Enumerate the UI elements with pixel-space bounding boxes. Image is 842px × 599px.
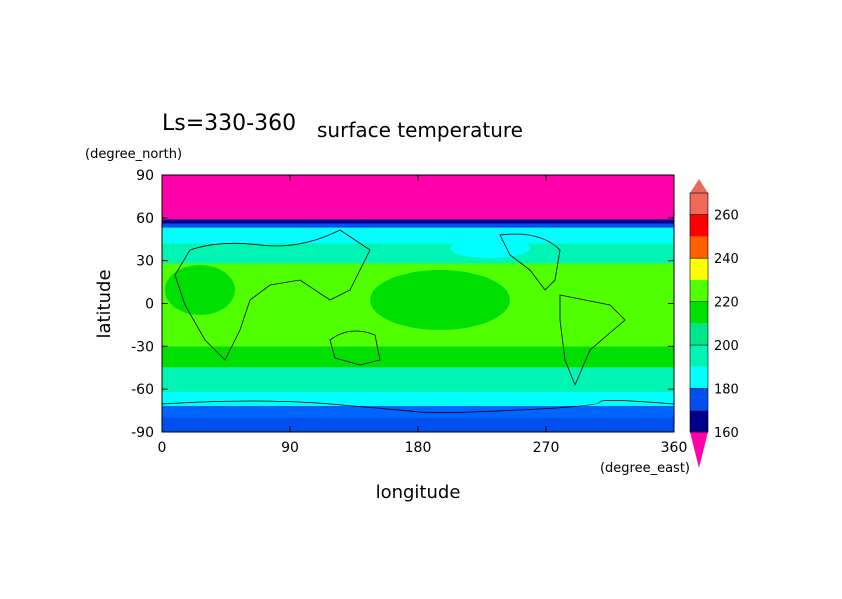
y-tick-label: 90 — [136, 168, 154, 184]
colorbar-band — [690, 258, 708, 280]
colorbar-tick-label: 160 — [714, 426, 739, 441]
x-tick-label: 180 — [405, 440, 432, 456]
field-band — [162, 227, 674, 244]
coastline — [161, 400, 675, 414]
colorbar-tick-label: 200 — [714, 339, 739, 354]
subtitle: Ls=330-360 — [162, 111, 296, 136]
y-tick-label: 30 — [136, 254, 154, 270]
colorbar-band — [690, 345, 708, 367]
colorbar-band — [690, 301, 708, 324]
colorbar-under — [690, 432, 708, 468]
field-band — [162, 175, 674, 220]
y-tick-label: -30 — [131, 339, 154, 355]
coastline — [174, 229, 371, 361]
colorbar-band — [690, 214, 708, 237]
y-tick-label: -60 — [131, 382, 154, 398]
x-tick-label: 0 — [158, 440, 167, 456]
field-patch — [450, 238, 530, 258]
x-unit: (degree_east) — [600, 461, 690, 476]
field-band — [162, 223, 674, 228]
colorbar-band — [690, 366, 708, 389]
x-axis-label: longitude — [376, 482, 461, 503]
colorbar-band — [690, 279, 708, 302]
y-unit: (degree_north) — [85, 147, 182, 162]
field-band — [162, 243, 674, 264]
x-tick-label: 90 — [281, 440, 299, 456]
field-band — [162, 219, 674, 224]
colorbar-band — [690, 193, 708, 215]
colorbar-over — [690, 179, 708, 193]
colorbar-tick-label: 180 — [714, 383, 739, 398]
x-tick-label: 360 — [661, 440, 688, 456]
colorbar-band — [690, 410, 708, 432]
field — [161, 174, 675, 433]
y-tick-label: 60 — [136, 211, 154, 227]
coastline — [329, 330, 381, 366]
colorbar-tick-label: 240 — [714, 252, 739, 267]
colorbar-band — [690, 388, 708, 411]
y-tick-label: 0 — [145, 297, 154, 313]
chart-title: surface temperature — [317, 118, 523, 142]
x-tick-label: 270 — [533, 440, 560, 456]
y-axis-label: latitude — [94, 269, 115, 338]
colorbar-band — [690, 236, 708, 259]
field-patch — [370, 270, 510, 330]
field-band — [162, 392, 674, 406]
field-patch — [165, 265, 235, 315]
field-band — [162, 346, 674, 368]
field-band — [162, 367, 674, 392]
colorbar-band — [690, 323, 708, 346]
coastline — [499, 233, 626, 387]
colorbar-tick-label: 220 — [714, 296, 739, 311]
colorbar-tick-label: 260 — [714, 209, 739, 224]
y-tick-label: -90 — [131, 425, 154, 441]
